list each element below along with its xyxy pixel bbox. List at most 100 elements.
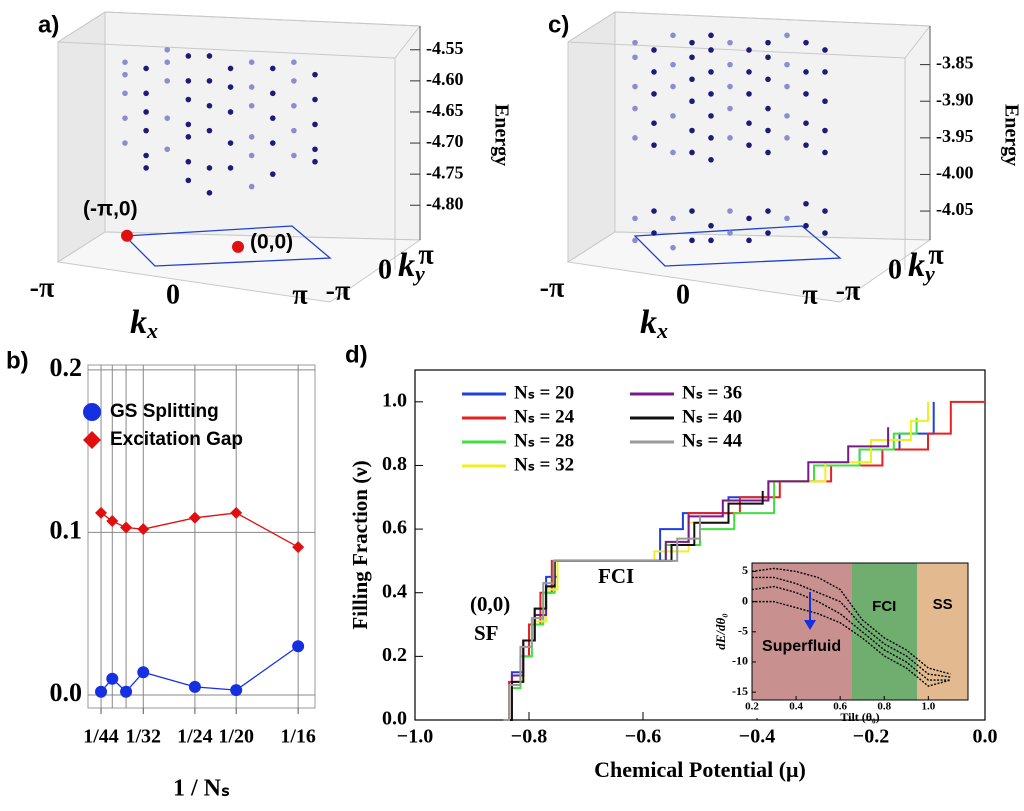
legend-marker: [83, 431, 101, 449]
energy-dot: [269, 65, 276, 72]
energy-dot: [269, 171, 276, 177]
energy-dot: [143, 165, 149, 171]
energy-dot: [727, 83, 733, 90]
panel-a-box: [56, 11, 422, 303]
energy-dot: [206, 190, 213, 196]
annotation: FCI: [598, 564, 634, 588]
energy-dot: [727, 135, 733, 141]
x-axis-label-sub: x: [146, 318, 158, 343]
x-tick-label: 0.0: [973, 726, 998, 748]
energy-dot: [651, 120, 657, 126]
energy-dot: [185, 121, 192, 128]
ky-axis-label: ky: [908, 247, 935, 286]
energy-dot: [727, 39, 733, 46]
energy-dot: [822, 208, 828, 214]
x-tick-label: 1/24: [177, 726, 213, 748]
region: [851, 563, 918, 700]
ky-axis-label-main: k: [908, 247, 925, 284]
energy-dot: [670, 61, 676, 68]
y-tick-label: -4.00: [936, 163, 974, 183]
kx-tick-label: -π: [540, 272, 565, 303]
energy-dot: [670, 83, 676, 90]
energy-dot: [822, 47, 828, 53]
ky-tick-label: -π: [836, 275, 861, 306]
energy-dot: [632, 135, 638, 141]
y-tick-label: -4.75: [426, 162, 464, 182]
y-tick-label: -5: [738, 624, 748, 638]
region-label: SS: [933, 596, 953, 613]
x-tick-label: 0.8: [877, 701, 891, 713]
y-tick-label: -3.90: [936, 89, 974, 109]
energy-dot: [765, 127, 771, 134]
energy-dot: [632, 105, 638, 112]
energy-dot: [670, 149, 676, 156]
energy-dot: [291, 59, 297, 66]
energy-dot: [708, 32, 714, 39]
energy-dot: [291, 152, 297, 159]
y-tick-label: -15: [732, 684, 748, 698]
energy-dot: [164, 46, 171, 53]
ground-state: [121, 229, 133, 242]
energy-dot: [746, 47, 752, 53]
energy-dot: [765, 39, 771, 46]
marker: [292, 541, 305, 554]
energy-dot: [185, 53, 192, 59]
ky-tick-label: π: [418, 239, 434, 270]
x-tick-label: 1/16: [280, 726, 316, 748]
ky-axis-label-sub: y: [922, 261, 935, 286]
energy-dot: [651, 47, 657, 53]
energy-dot: [312, 158, 318, 165]
energy-dot: [670, 215, 676, 222]
y-tick-label: 0.1: [50, 515, 83, 544]
energy-dot: [248, 59, 255, 66]
inset-curve: [751, 585, 951, 681]
energy-dot: [784, 215, 790, 222]
energy-dot: [312, 121, 318, 128]
y-tick-label: -4.05: [936, 199, 974, 219]
ky-axis-label-sub: y: [412, 261, 425, 286]
energy-dot: [143, 152, 149, 159]
energy-dot: [206, 102, 213, 109]
x-axis-label-main: k: [130, 304, 147, 341]
ky-axis-label: ky: [398, 247, 425, 286]
x-tick-label: −0.6: [625, 726, 661, 748]
energy-dot: [164, 78, 171, 84]
ky-tick-label: -π: [326, 275, 351, 306]
energy-dot: [248, 84, 255, 90]
y-tick-label: -4.70: [426, 131, 464, 151]
energy-dot: [803, 200, 809, 207]
marker: [137, 666, 150, 679]
y-tick-label: -3.95: [936, 126, 974, 146]
panel-label: c): [548, 11, 569, 38]
y-tick-label: -4.60: [426, 69, 464, 89]
x-tick-label: 1/44: [83, 726, 119, 748]
energy-dot: [227, 165, 234, 171]
energy-dot: [822, 98, 828, 105]
energy-dot: [727, 105, 733, 112]
energy-dot: [765, 208, 771, 214]
y-tick-label: 0.0: [382, 708, 407, 730]
step-line: [503, 490, 764, 721]
energy-dot: [727, 61, 733, 68]
x-axis-label: Tilt (θ₀): [840, 710, 879, 724]
inset-curve: [752, 576, 951, 678]
energy-dot: [291, 127, 297, 134]
x-axis-label-main: k: [640, 304, 657, 341]
legend-label: Nₛ = 40: [682, 406, 742, 427]
x-axis-label-sub: x: [656, 318, 668, 343]
energy-dot: [248, 102, 255, 109]
kx-tick-label: 0: [676, 279, 690, 310]
energy-dot: [822, 69, 828, 75]
x-tick-label: 1.0: [921, 701, 935, 713]
energy-dot: [689, 237, 695, 244]
energy-dot: [312, 96, 318, 103]
ky-axis-label-main: k: [398, 247, 415, 284]
energy-dot: [670, 244, 676, 251]
marker: [95, 506, 108, 519]
energy-dot: [143, 90, 149, 97]
energy-dot: [708, 157, 714, 163]
y-tick-label: -4.65: [426, 100, 464, 120]
energy-dot: [689, 127, 695, 134]
ky-tick-label: 0: [378, 254, 392, 285]
energy-dot: [651, 91, 657, 97]
